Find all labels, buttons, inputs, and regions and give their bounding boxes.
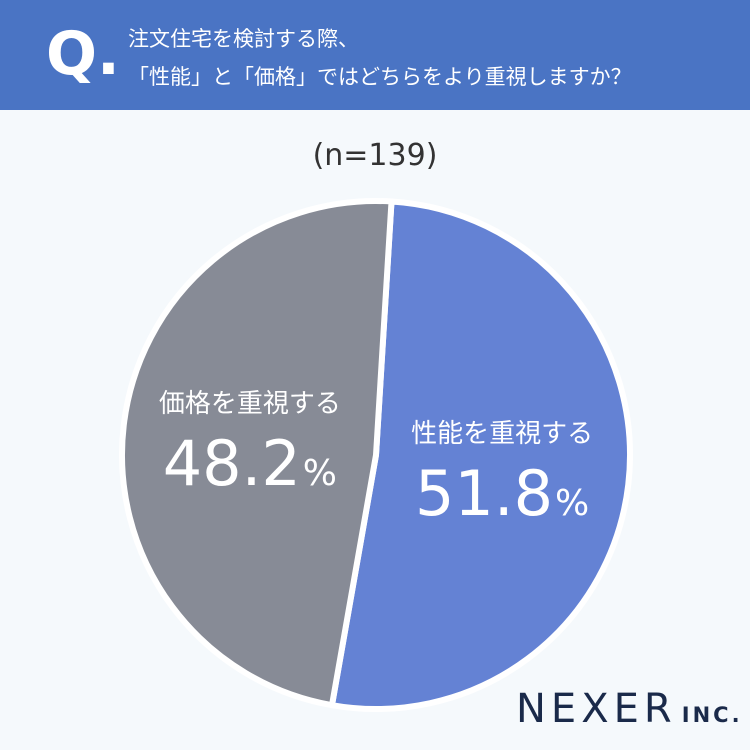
pie-slice-1 bbox=[328, 198, 633, 712]
slice-label-2: 価格を重視する bbox=[159, 389, 341, 419]
question-line-2: 「性能」と「価格」ではどちらをより重視しますか？ bbox=[128, 65, 632, 89]
pie-slice-2 bbox=[119, 198, 395, 709]
question-header: Q. 注文住宅を検討する際、 「性能」と「価格」ではどちらをより重視しますか？ bbox=[0, 0, 750, 110]
company-logo: NEXER INC. bbox=[516, 686, 743, 732]
question-mark: Q. bbox=[46, 19, 120, 89]
sample-size: (n=139) bbox=[312, 138, 438, 173]
question-line-1: 注文住宅を検討する際、 bbox=[128, 27, 359, 51]
slice-label-1: 性能を重視する bbox=[411, 419, 593, 449]
slice-value-2: 48.2% bbox=[163, 427, 337, 500]
slice-value-1: 51.8% bbox=[415, 457, 589, 530]
logo-suffix: INC. bbox=[681, 703, 743, 727]
logo-main: NEXER bbox=[516, 686, 677, 732]
